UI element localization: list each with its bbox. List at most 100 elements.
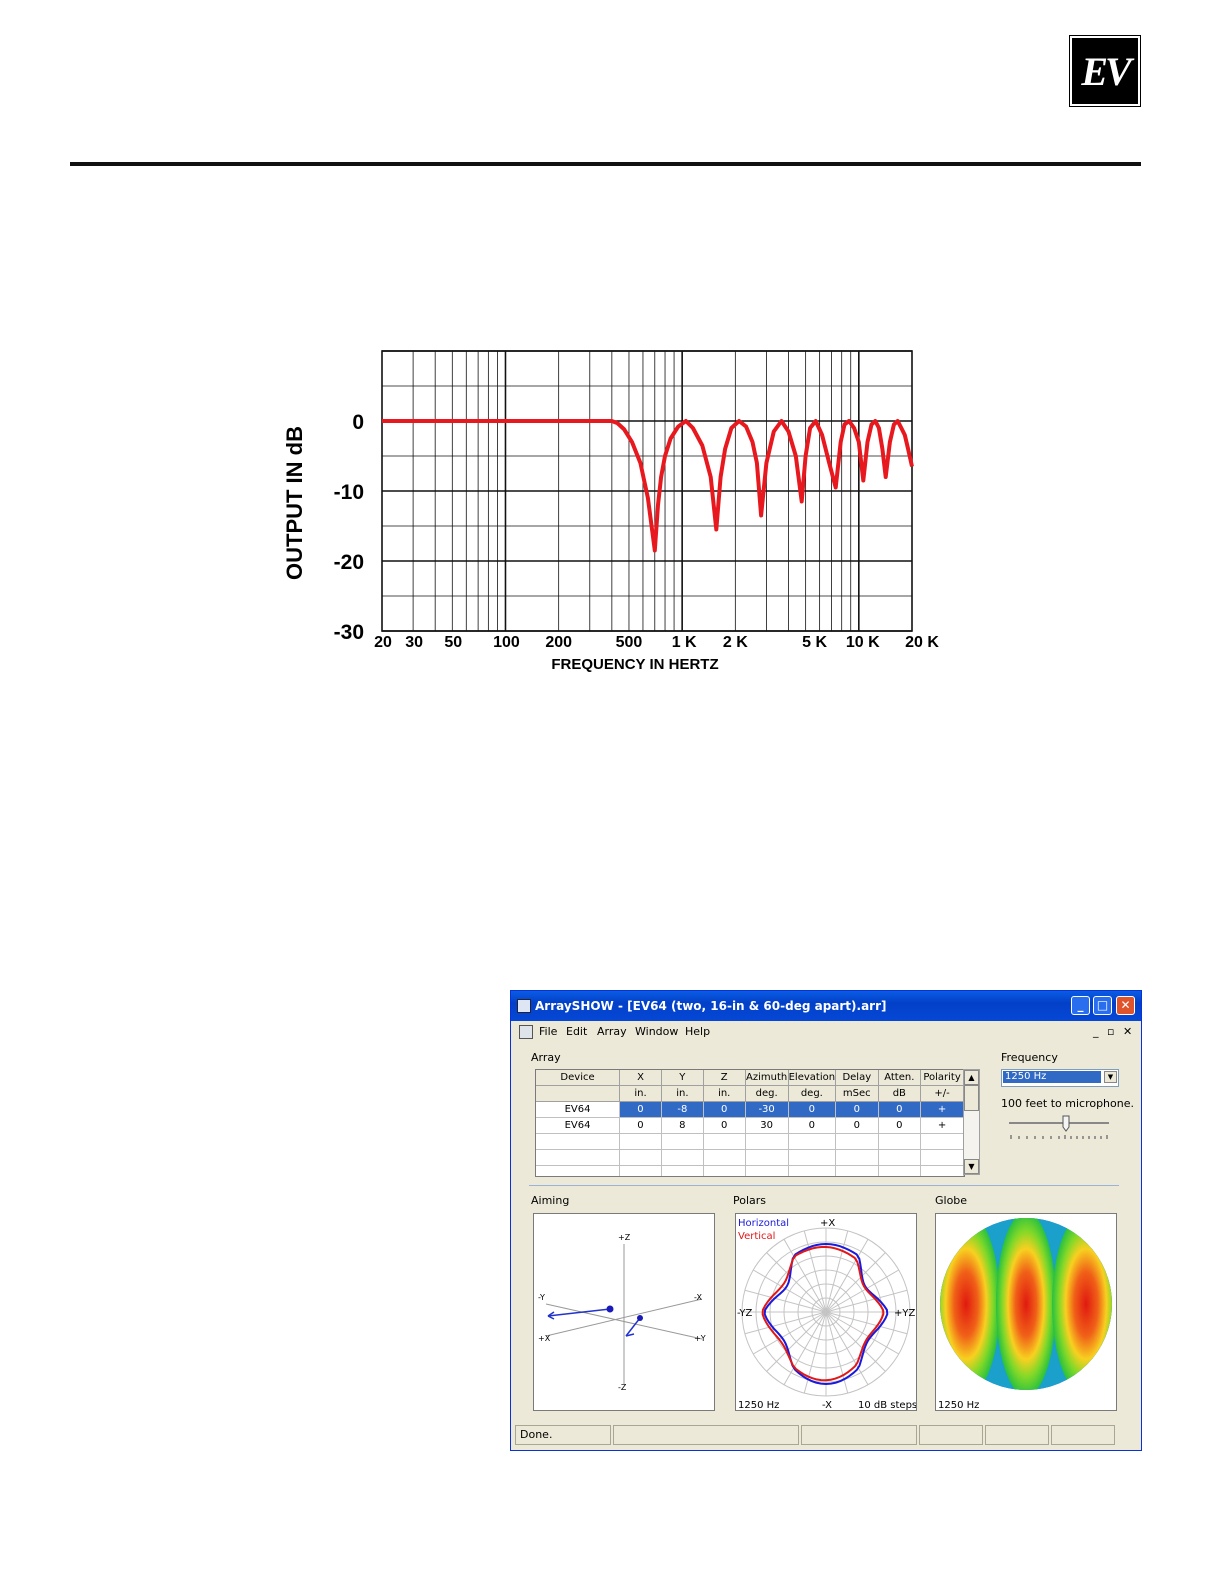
col-polarity[interactable]: Polarity bbox=[920, 1070, 964, 1086]
polar-spoke bbox=[825, 1311, 899, 1355]
unit-device bbox=[536, 1085, 621, 1102]
horizontal-polar-curve bbox=[763, 1242, 889, 1386]
status-bar: Done. bbox=[513, 1423, 1139, 1447]
table-row[interactable]: EV64 0 -8 0 -30 0 0 0 + bbox=[536, 1101, 964, 1118]
frequency-select[interactable]: 1250 Hz ▼ bbox=[1001, 1069, 1119, 1087]
table-row[interactable]: EV64 0 8 0 30 0 0 0 + bbox=[536, 1117, 964, 1134]
col-device[interactable]: Device bbox=[536, 1070, 621, 1086]
table-cell[interactable]: 0 bbox=[703, 1101, 746, 1118]
col-z[interactable]: Z bbox=[703, 1070, 746, 1086]
status-panel bbox=[985, 1425, 1049, 1445]
menu-help[interactable]: Help bbox=[685, 1025, 711, 1038]
col-x[interactable]: X bbox=[619, 1070, 662, 1086]
speaker-aim-vector bbox=[547, 1308, 611, 1317]
table-cell[interactable]: 0 bbox=[619, 1101, 662, 1118]
table-cell[interactable]: 30 bbox=[745, 1117, 789, 1134]
polar-spoke bbox=[825, 1289, 908, 1313]
table-cell[interactable]: 0 bbox=[788, 1117, 837, 1134]
menu-file[interactable]: File bbox=[539, 1025, 558, 1038]
status-panel bbox=[801, 1425, 917, 1445]
mdi-close-icon[interactable]: ✕ bbox=[1123, 1025, 1133, 1038]
globe-view[interactable]: 1250 Hz bbox=[935, 1213, 1117, 1411]
mdi-minimize-icon[interactable]: _ bbox=[1093, 1025, 1099, 1038]
globe-label: Globe bbox=[935, 1194, 968, 1207]
polar-spoke bbox=[803, 1230, 827, 1313]
title-bar[interactable]: ArraySHOW - [EV64 (two, 16-in & 60-deg a… bbox=[511, 991, 1141, 1021]
x-tick-label: 50 bbox=[444, 634, 462, 651]
unit-atten: dB bbox=[878, 1085, 922, 1102]
polar-spoke bbox=[825, 1311, 869, 1385]
chart-grid bbox=[381, 350, 913, 632]
table-cell[interactable]: 0 bbox=[619, 1117, 662, 1134]
col-azimuth[interactable]: Azimuth bbox=[745, 1070, 789, 1086]
menu-bar: File Edit Array Window Help _ ▫ ✕ bbox=[515, 1023, 1137, 1041]
axis-label: +X bbox=[538, 1334, 551, 1343]
chevron-down-icon[interactable]: ▼ bbox=[1104, 1071, 1117, 1083]
arrayshow-window: ArraySHOW - [EV64 (two, 16-in & 60-deg a… bbox=[510, 990, 1142, 1451]
close-button[interactable]: ✕ bbox=[1116, 996, 1135, 1015]
frequency-response-chart: 0 -10 -20 -30 20 30 50 100 200 500 1 K 2 K 5 K 10 K 2… bbox=[282, 350, 939, 673]
table-row-empty[interactable] bbox=[536, 1133, 964, 1150]
polar-left-label: -YZ bbox=[737, 1308, 753, 1319]
header-rule bbox=[70, 162, 1141, 166]
status-panel bbox=[919, 1425, 983, 1445]
unit-y: in. bbox=[661, 1085, 704, 1102]
table-cell[interactable]: 0 bbox=[703, 1117, 746, 1134]
menu-edit[interactable]: Edit bbox=[566, 1025, 588, 1038]
maximize-button[interactable]: □ bbox=[1093, 996, 1112, 1015]
scroll-thumb[interactable] bbox=[964, 1085, 979, 1111]
x-tick-label: 2 K bbox=[723, 634, 748, 651]
table-cell[interactable]: 0 bbox=[835, 1117, 879, 1134]
x-tick-label: 30 bbox=[405, 634, 423, 651]
table-cell[interactable]: 0 bbox=[878, 1101, 922, 1118]
divider bbox=[529, 1185, 1119, 1186]
table-row-empty[interactable] bbox=[536, 1149, 964, 1166]
scroll-down-icon[interactable]: ▼ bbox=[964, 1159, 979, 1174]
table-cell[interactable]: -30 bbox=[745, 1101, 789, 1118]
col-y[interactable]: Y bbox=[661, 1070, 704, 1086]
y-tick-label: 0 bbox=[352, 411, 364, 434]
table-cell[interactable]: 0 bbox=[788, 1101, 837, 1118]
polar-spoke bbox=[744, 1311, 827, 1335]
col-elevation[interactable]: Elevation bbox=[788, 1070, 837, 1086]
col-atten[interactable]: Atten. bbox=[878, 1070, 922, 1086]
menu-array[interactable]: Array bbox=[597, 1025, 627, 1038]
scroll-up-icon[interactable]: ▲ bbox=[964, 1070, 979, 1085]
table-cell[interactable]: 0 bbox=[878, 1117, 922, 1134]
polar-spoke bbox=[744, 1289, 827, 1313]
speaker-marker bbox=[606, 1305, 614, 1313]
polar-bottom-label: -X bbox=[822, 1400, 832, 1410]
table-row-empty[interactable] bbox=[536, 1165, 964, 1176]
globe-frequency: 1250 Hz bbox=[938, 1400, 979, 1410]
axis-label: +Y bbox=[694, 1334, 706, 1343]
slider-thumb[interactable] bbox=[1062, 1115, 1070, 1132]
polar-spoke bbox=[766, 1252, 827, 1313]
col-delay[interactable]: Delay bbox=[835, 1070, 879, 1086]
distance-slider[interactable] bbox=[1007, 1115, 1111, 1143]
polars-view[interactable]: Horizontal Vertical +X -X -YZ +YZ 1250 H… bbox=[735, 1213, 917, 1411]
table-cell[interactable]: 0 bbox=[835, 1101, 879, 1118]
app-icon bbox=[517, 999, 531, 1013]
polar-spoke bbox=[825, 1239, 869, 1313]
aiming-view[interactable]: +Z -Z -Y -X +X +Y bbox=[533, 1213, 715, 1411]
aiming-label: Aiming bbox=[531, 1194, 570, 1207]
table-cell[interactable]: + bbox=[920, 1101, 964, 1118]
polar-steps: 10 dB steps bbox=[858, 1400, 916, 1410]
window-title: ArraySHOW - [EV64 (two, 16-in & 60-deg a… bbox=[535, 999, 887, 1013]
table-cell[interactable]: -8 bbox=[661, 1101, 704, 1118]
unit-azimuth: deg. bbox=[745, 1085, 789, 1102]
x-tick-label: 500 bbox=[616, 634, 643, 651]
table-cell[interactable]: EV64 bbox=[536, 1117, 621, 1134]
menu-window[interactable]: Window bbox=[635, 1025, 679, 1038]
array-grid[interactable]: Device X Y Z Azimuth Elevation Delay Att… bbox=[535, 1069, 965, 1177]
minimize-button[interactable]: _ bbox=[1071, 996, 1090, 1015]
table-cell[interactable]: EV64 bbox=[536, 1101, 621, 1118]
polar-top-label: +X bbox=[820, 1218, 835, 1229]
grid-scrollbar[interactable]: ▲ ▼ bbox=[963, 1069, 980, 1175]
mdi-restore-icon[interactable]: ▫ bbox=[1107, 1025, 1115, 1038]
table-cell[interactable]: + bbox=[920, 1117, 964, 1134]
x-tick-label: 200 bbox=[545, 634, 572, 651]
speaker-aim-vector bbox=[625, 1317, 641, 1337]
polar-right-label: +YZ bbox=[894, 1308, 915, 1319]
table-cell[interactable]: 8 bbox=[661, 1117, 704, 1134]
